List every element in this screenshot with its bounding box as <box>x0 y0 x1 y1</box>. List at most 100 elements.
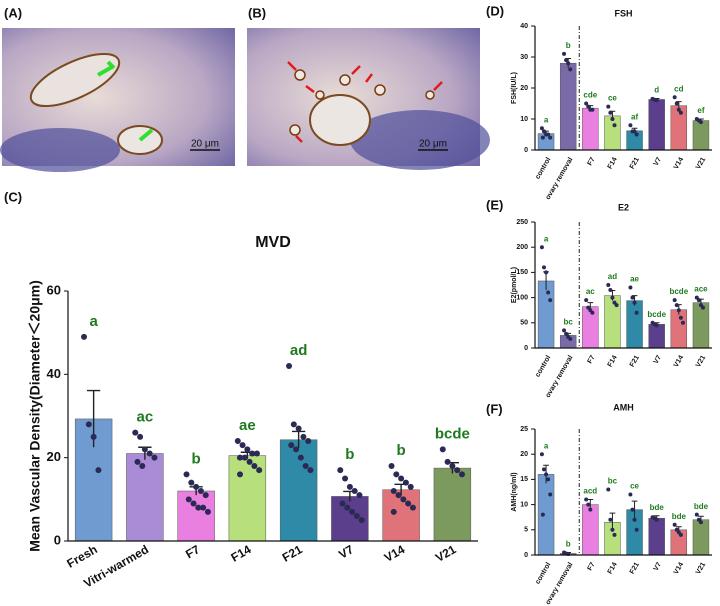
data-point <box>393 471 400 478</box>
data-point <box>678 532 683 537</box>
panel-label: (E) <box>486 197 503 212</box>
significance-letter: b <box>566 41 571 50</box>
significance-letter: acd <box>583 487 597 496</box>
significance-letter: bcde <box>435 425 470 442</box>
y-tick-label: 0 <box>524 552 528 559</box>
data-point <box>634 132 639 137</box>
data-point <box>286 363 293 369</box>
data-point <box>588 507 593 512</box>
micrograph: 20 μm <box>0 28 235 172</box>
data-point <box>251 463 258 469</box>
y-tick-label: 0 <box>524 345 528 352</box>
data-point <box>241 454 248 461</box>
data-point <box>290 421 297 428</box>
x-tick-label: control <box>534 354 552 378</box>
data-point <box>540 135 545 140</box>
data-point <box>548 492 553 497</box>
significance-letter: ce <box>630 482 639 491</box>
data-point <box>356 492 363 499</box>
bar <box>537 474 555 556</box>
data-point <box>151 454 158 461</box>
chart-title: MVD <box>255 234 291 251</box>
data-point <box>672 298 677 303</box>
data-point <box>398 475 405 482</box>
data-point <box>197 488 204 494</box>
x-tick-label: F21 <box>629 354 641 368</box>
data-point <box>674 303 679 308</box>
y-tick-label: 40 <box>47 366 61 381</box>
x-tick-label: F21 <box>629 156 641 170</box>
bar <box>692 120 710 151</box>
bar <box>648 99 665 151</box>
data-point <box>628 492 633 497</box>
significance-letter: b <box>397 442 406 459</box>
data-point <box>562 51 567 56</box>
y-axis-label: FSH(IU/L) <box>511 72 518 104</box>
significance-letter: bde <box>672 512 687 521</box>
data-point <box>568 336 573 341</box>
data-point <box>288 442 295 449</box>
data-point <box>190 500 197 507</box>
x-tick-label: V14 <box>382 542 408 565</box>
data-point <box>586 104 591 109</box>
data-point <box>606 283 611 287</box>
data-point <box>541 467 546 472</box>
data-point <box>141 446 148 453</box>
panel-label: (B) <box>248 5 266 20</box>
data-point <box>548 298 553 303</box>
bar <box>582 306 599 349</box>
data-point <box>610 527 615 532</box>
scale-bar: 20 μm <box>419 139 447 150</box>
data-point <box>234 438 241 444</box>
bar <box>279 439 318 542</box>
panel-label: (A) <box>4 5 22 20</box>
data-point <box>204 508 211 515</box>
data-point <box>337 467 344 474</box>
significance-letter: ac <box>586 287 595 296</box>
bar <box>433 467 472 542</box>
data-point <box>698 520 703 525</box>
data-point <box>584 497 589 502</box>
panel-label: (C) <box>4 189 22 204</box>
data-point <box>358 517 365 524</box>
data-point <box>634 310 639 315</box>
data-point <box>236 454 243 461</box>
y-tick-label: 200 <box>516 244 528 251</box>
data-point <box>81 333 88 340</box>
data-point <box>541 129 546 134</box>
data-point <box>654 323 659 328</box>
significance-letter: ce <box>608 94 617 103</box>
data-point <box>388 463 395 469</box>
axis <box>534 429 712 556</box>
data-point <box>146 450 153 457</box>
scale-bar: 20 μm <box>191 139 219 150</box>
data-point <box>610 117 615 121</box>
x-tick-label: V21 <box>695 156 707 170</box>
x-tick-label: V21 <box>695 561 707 575</box>
significance-letter: ae <box>239 417 256 434</box>
significance-letter: ad <box>608 272 617 281</box>
significance-letter: a <box>544 234 549 243</box>
data-point <box>568 67 573 72</box>
data-point <box>236 471 243 478</box>
bar <box>604 115 621 151</box>
data-point <box>540 512 545 517</box>
bar <box>582 107 599 151</box>
bar <box>126 453 164 542</box>
bar <box>670 309 688 349</box>
panel-label: (F) <box>486 401 503 416</box>
data-point <box>564 331 569 336</box>
data-point <box>632 300 637 305</box>
data-point <box>584 298 589 303</box>
data-point <box>295 425 302 432</box>
x-tick-label: V21 <box>433 542 459 565</box>
data-point <box>137 433 144 440</box>
data-point <box>307 467 314 474</box>
data-point <box>608 517 613 522</box>
data-point <box>590 310 595 315</box>
data-point <box>139 463 146 469</box>
data-point <box>678 315 683 320</box>
bar <box>559 62 577 151</box>
data-point <box>546 290 551 295</box>
data-point <box>339 500 346 507</box>
